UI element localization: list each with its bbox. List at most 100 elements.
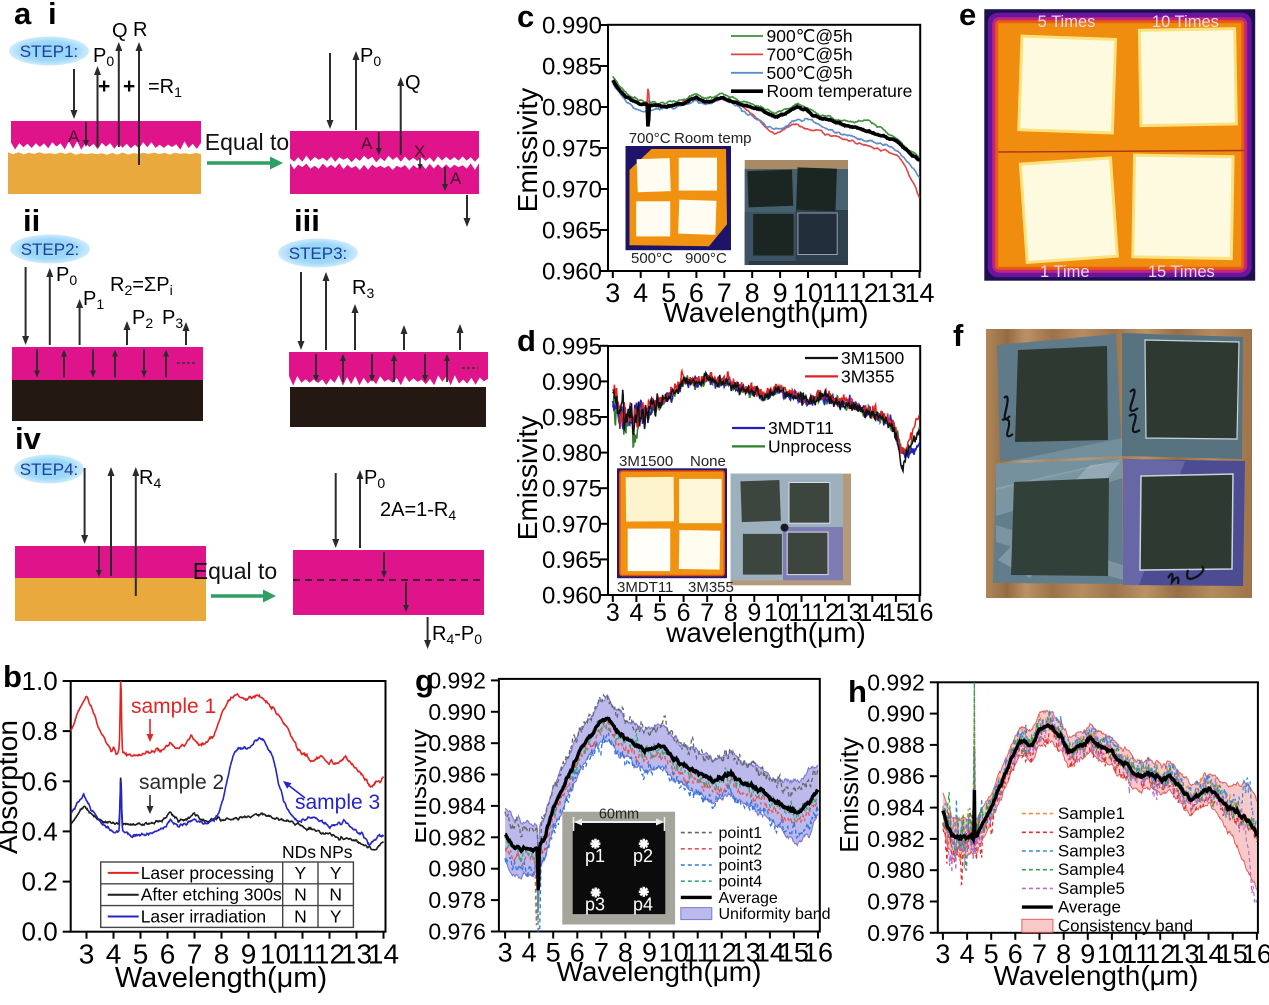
svg-text:Wavelength(μm): Wavelength(μm) — [115, 962, 327, 994]
svg-text:13: 13 — [1169, 939, 1199, 969]
svg-text:15: 15 — [1218, 939, 1248, 969]
svg-text:Wavelength(μm): Wavelength(μm) — [994, 960, 1199, 991]
svg-text:+: + — [123, 75, 135, 98]
svg-text:Y: Y — [330, 863, 342, 883]
svg-text:1.0: 1.0 — [22, 666, 58, 696]
svg-text:0.965: 0.965 — [542, 218, 602, 245]
svg-text:12: 12 — [314, 939, 345, 970]
svg-text:15: 15 — [779, 938, 809, 968]
svg-text:0.985: 0.985 — [542, 405, 602, 432]
svg-text:0.985: 0.985 — [542, 54, 602, 81]
svg-text:8: 8 — [724, 599, 738, 627]
svg-text:Consistency band: Consistency band — [1058, 916, 1193, 935]
svg-text:p1: p1 — [585, 846, 605, 866]
svg-text:10: 10 — [764, 599, 792, 627]
svg-text:0.2: 0.2 — [22, 867, 58, 897]
svg-text:16: 16 — [1242, 939, 1269, 969]
svg-text:N: N — [294, 907, 307, 927]
svg-text:Average: Average — [1058, 898, 1121, 917]
svg-text:14: 14 — [368, 939, 399, 970]
svg-text:Unprocess: Unprocess — [768, 436, 852, 456]
svg-text:Y: Y — [295, 863, 307, 883]
svg-text:10: 10 — [260, 939, 291, 970]
svg-text:0.980: 0.980 — [542, 440, 602, 467]
svg-text:After etching 300s: After etching 300s — [141, 885, 282, 905]
svg-text:0.980: 0.980 — [428, 856, 486, 882]
svg-text:15: 15 — [882, 599, 910, 627]
svg-text:P1: P1 — [83, 288, 104, 312]
svg-text:0.982: 0.982 — [428, 824, 486, 850]
svg-text:6: 6 — [1008, 939, 1023, 969]
svg-text:Emissivity: Emissivity — [415, 728, 432, 844]
svg-text:12: 12 — [849, 278, 879, 308]
svg-text:8: 8 — [745, 278, 760, 308]
svg-text:13: 13 — [731, 938, 761, 968]
svg-text:R4-P0: R4-P0 — [432, 623, 482, 647]
svg-text:Uniformity band: Uniformity band — [719, 906, 831, 923]
svg-text:A: A — [361, 134, 373, 153]
svg-text:Average: Average — [719, 890, 778, 907]
svg-text:point1: point1 — [719, 825, 763, 842]
svg-text:5: 5 — [661, 278, 676, 308]
svg-text:0.4: 0.4 — [22, 816, 58, 846]
svg-text:Room temperature: Room temperature — [767, 81, 913, 101]
svg-text:8: 8 — [1056, 939, 1071, 969]
svg-text:4: 4 — [629, 599, 643, 627]
svg-text:R: R — [133, 19, 147, 41]
svg-text:Absorption: Absorption — [0, 720, 23, 854]
svg-text:R2=ΣPi: R2=ΣPi — [110, 274, 173, 298]
svg-text:900°C: 900°C — [685, 250, 727, 267]
svg-text:Sample5: Sample5 — [1058, 879, 1125, 898]
svg-text:3: 3 — [935, 939, 950, 969]
svg-text:STEP3:: STEP3: — [289, 244, 348, 263]
svg-text:12: 12 — [707, 938, 737, 968]
svg-text:700°C: 700°C — [629, 130, 671, 147]
svg-text:3M355: 3M355 — [688, 579, 734, 596]
svg-text:p2: p2 — [633, 846, 653, 866]
svg-text:point4: point4 — [719, 874, 763, 891]
svg-text:900℃@5h: 900℃@5h — [767, 26, 853, 46]
svg-text:0.988: 0.988 — [428, 730, 486, 756]
svg-text:P0: P0 — [56, 264, 77, 288]
svg-text:0.978: 0.978 — [867, 889, 925, 915]
svg-text:0.975: 0.975 — [542, 136, 602, 163]
svg-text:1 Time: 1 Time — [1040, 263, 1090, 281]
svg-text:7: 7 — [187, 939, 203, 970]
svg-text:7: 7 — [1032, 939, 1047, 969]
svg-text:12: 12 — [811, 599, 839, 627]
svg-text:5: 5 — [984, 939, 999, 969]
svg-text:Q: Q — [405, 72, 421, 94]
svg-text:3M1500: 3M1500 — [619, 453, 673, 470]
svg-text:2A=1-R4: 2A=1-R4 — [380, 499, 456, 523]
svg-text:0.965: 0.965 — [542, 547, 602, 574]
svg-text:0.976: 0.976 — [428, 919, 486, 945]
svg-text:16: 16 — [803, 938, 833, 968]
svg-text:11: 11 — [789, 599, 815, 627]
svg-text:Emissivity: Emissivity — [840, 737, 864, 853]
svg-text:STEP1:: STEP1: — [20, 42, 79, 61]
svg-text:3: 3 — [498, 938, 513, 968]
svg-text:iii: iii — [294, 203, 320, 238]
svg-text:14: 14 — [904, 278, 934, 308]
svg-text:0.975: 0.975 — [542, 476, 602, 503]
svg-text:0.970: 0.970 — [542, 511, 602, 538]
svg-text:STEP2:: STEP2: — [21, 240, 80, 259]
svg-text:4: 4 — [960, 939, 975, 969]
svg-text:8: 8 — [618, 938, 633, 968]
svg-text:3M355: 3M355 — [841, 366, 895, 386]
svg-text:Y: Y — [330, 907, 342, 927]
svg-text:10 Times: 10 Times — [1152, 13, 1219, 31]
svg-text:5: 5 — [133, 939, 149, 970]
svg-text:b: b — [3, 659, 22, 694]
svg-text:NDs: NDs — [282, 842, 316, 862]
svg-text:R3: R3 — [352, 277, 374, 301]
svg-text:0.970: 0.970 — [542, 177, 602, 204]
svg-text:9: 9 — [773, 278, 788, 308]
svg-text:14: 14 — [1193, 939, 1223, 969]
svg-text:4: 4 — [522, 938, 537, 968]
svg-text:R4: R4 — [139, 467, 161, 491]
svg-text:Laser processing: Laser processing — [141, 863, 274, 883]
svg-text:13: 13 — [341, 939, 372, 970]
svg-text:Sample4: Sample4 — [1058, 860, 1125, 879]
svg-text:6: 6 — [677, 599, 691, 627]
